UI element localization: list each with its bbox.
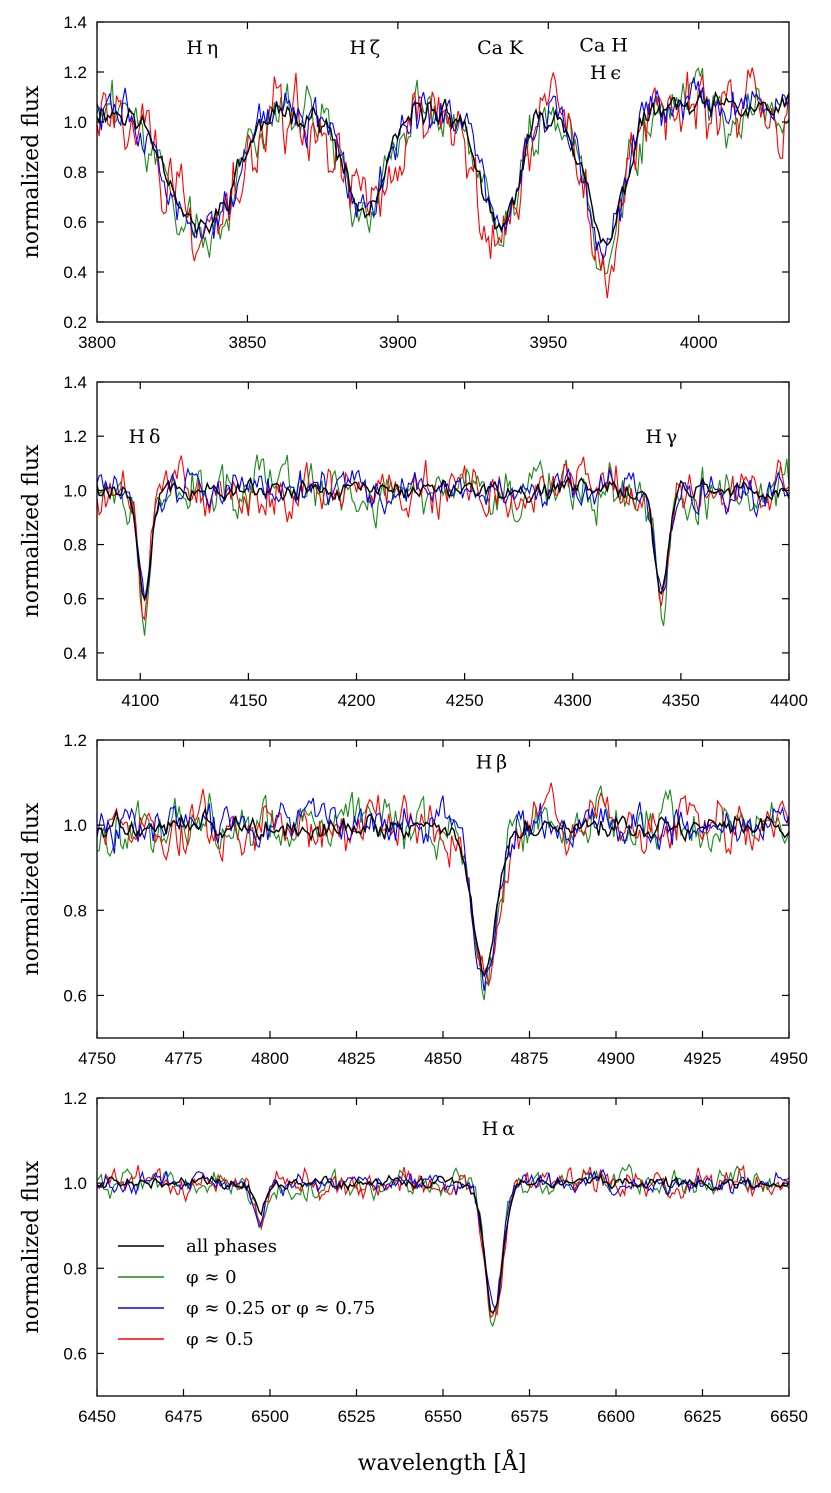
axes-frame <box>96 21 790 323</box>
axes-frame <box>96 381 790 681</box>
x-tick-label: 6650 <box>770 1407 808 1426</box>
series-group <box>97 1163 789 1328</box>
series-line-phase-half <box>97 1164 789 1319</box>
y-tick-label: 1.0 <box>63 1174 87 1193</box>
x-tick-label: 6575 <box>511 1407 549 1426</box>
legend-label: all phases <box>186 1236 277 1257</box>
x-tick-label: 4250 <box>446 691 484 710</box>
x-tick-label: 4875 <box>511 1049 549 1068</box>
y-tick-label: 1.2 <box>63 731 87 750</box>
x-tick-label: 4900 <box>597 1049 635 1068</box>
line-annotation: H δ <box>129 426 161 448</box>
y-tick-label: 0.4 <box>63 644 87 663</box>
y-tick-label: 1.2 <box>63 63 87 82</box>
y-tick-label: 1.2 <box>63 1089 87 1108</box>
series-line-phase-0 <box>97 66 789 275</box>
x-tick-label: 4925 <box>684 1049 722 1068</box>
x-tick-label: 6550 <box>424 1407 462 1426</box>
x-tick-label: 4950 <box>770 1049 808 1068</box>
line-annotation: H β <box>476 751 507 773</box>
y-tick-label: 0.6 <box>63 1344 87 1363</box>
series-line-all-phases <box>97 476 789 602</box>
y-tick-label: 0.6 <box>63 213 87 232</box>
spectrum-panel-4: 0.6 0.8 1.0 1.2 6450 6475 6500 6525 6550 6575 6600… <box>19 1089 808 1426</box>
line-annotation: H η <box>186 37 218 59</box>
y-tick-label: 1.0 <box>63 113 87 132</box>
series-line-phase-half <box>97 782 789 986</box>
series-line-all-phases <box>97 1174 789 1314</box>
series-line-phase-0 <box>97 454 789 636</box>
y-tick-label: 0.4 <box>63 263 87 282</box>
x-tick-label: 6450 <box>78 1407 116 1426</box>
spectrum-panel-3: 0.6 0.8 1.0 1.2 4750 4775 4800 4825 4850 4875 4900… <box>19 731 808 1068</box>
x-tick-label: 6500 <box>251 1407 289 1426</box>
spectrum-panel-1: 0.2 0.4 0.6 0.8 1.0 1.2 1.4 3800 3850 3900 3950 400… <box>19 13 790 352</box>
y-axis-title: normalized flux <box>19 802 44 976</box>
y-tick-label: 0.8 <box>63 1259 87 1278</box>
x-tick-label: 3950 <box>529 333 567 352</box>
y-tick-label: 1.4 <box>63 13 87 32</box>
x-tick-label: 6625 <box>684 1407 722 1426</box>
x-tick-label: 3900 <box>379 333 417 352</box>
x-tick-label: 4800 <box>251 1049 289 1068</box>
legend-label: φ ≈ 0.25 or φ ≈ 0.75 <box>186 1298 375 1319</box>
x-tick-label: 4750 <box>78 1049 116 1068</box>
line-annotation: H γ <box>646 426 678 448</box>
axes-frame <box>96 739 790 1039</box>
legend-label: φ ≈ 0 <box>186 1267 237 1288</box>
x-tick-label: 4000 <box>680 333 718 352</box>
x-tick-label: 4400 <box>770 691 808 710</box>
x-tick-label: 3800 <box>78 333 116 352</box>
y-tick-label: 1.0 <box>63 481 87 500</box>
series-group <box>97 782 789 1001</box>
y-tick-label: 0.6 <box>63 590 87 609</box>
x-tick-label: 3850 <box>229 333 267 352</box>
line-annotation: Ca K <box>477 37 524 59</box>
y-axis-title: normalized flux <box>19 444 44 618</box>
series-line-all-phases <box>97 89 789 246</box>
series-line-phase-quarter <box>97 1168 789 1311</box>
y-tick-label: 1.4 <box>63 373 87 392</box>
line-annotation: Ca H <box>579 35 631 57</box>
x-tick-label: 4825 <box>338 1049 376 1068</box>
x-tick-label: 6525 <box>338 1407 376 1426</box>
legend-label: φ ≈ 0.5 <box>186 1329 254 1350</box>
x-tick-label: 4850 <box>424 1049 462 1068</box>
legend: all phases φ ≈ 0 φ ≈ 0.25 or φ ≈ 0.75 φ ≈ 0… <box>118 1236 375 1350</box>
series-line-phase-0 <box>97 785 789 1001</box>
y-tick-label: 1.2 <box>63 427 87 446</box>
y-axis-title: normalized flux <box>19 85 44 259</box>
x-tick-label: 4300 <box>554 691 592 710</box>
series-line-all-phases <box>97 806 789 978</box>
x-tick-label: 4150 <box>229 691 267 710</box>
x-tick-label: 4200 <box>338 691 376 710</box>
series-line-phase-quarter <box>97 77 789 260</box>
panels-group: 0.2 0.4 0.6 0.8 1.0 1.2 1.4 3800 3850 3900 3950 400… <box>19 13 808 1426</box>
x-axis-title: wavelength [Å] <box>358 1448 527 1476</box>
y-axis-title: normalized flux <box>19 1160 44 1334</box>
x-tick-label: 6475 <box>165 1407 203 1426</box>
line-annotation: H ζ <box>349 37 380 59</box>
line-annotation: H α <box>482 1118 515 1140</box>
series-group <box>97 454 789 636</box>
y-tick-label: 0.6 <box>63 986 87 1005</box>
y-tick-label: 1.0 <box>63 816 87 835</box>
y-tick-label: 0.8 <box>63 536 87 555</box>
x-tick-label: 4350 <box>662 691 700 710</box>
x-tick-label: 4775 <box>165 1049 203 1068</box>
x-tick-label: 6600 <box>597 1407 635 1426</box>
line-annotation: H ϵ <box>590 62 621 84</box>
y-tick-label: 0.2 <box>63 313 87 332</box>
spectrum-panel-2: 0.4 0.6 0.8 1.0 1.2 1.4 4100 4150 4200 4250 4300 43… <box>19 373 808 710</box>
x-tick-label: 4100 <box>121 691 159 710</box>
y-tick-label: 0.8 <box>63 163 87 182</box>
series-group <box>97 66 789 299</box>
y-tick-label: 0.8 <box>63 901 87 920</box>
